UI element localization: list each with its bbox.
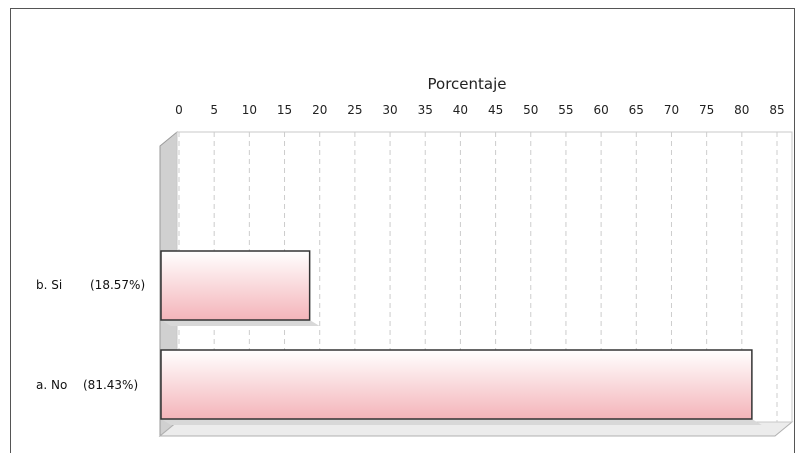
x-tick-65: 65 <box>629 103 644 117</box>
x-tick-30: 30 <box>382 103 397 117</box>
bar-shadow-1 <box>161 419 762 425</box>
x-tick-5: 5 <box>210 103 218 117</box>
category-name-a-no: a. No <box>36 378 67 392</box>
x-tick-20: 20 <box>312 103 327 117</box>
x-tick-55: 55 <box>558 103 573 117</box>
x-tick-80: 80 <box>734 103 749 117</box>
bar-b-si <box>160 250 311 321</box>
x-tick-labels: 0 5 10 15 20 25 30 35 40 45 50 55 60 65 70 75 80 85 <box>175 103 784 117</box>
bar-shadow-0 <box>161 320 320 326</box>
bar-a-no <box>160 349 753 420</box>
bars <box>160 250 762 425</box>
chart-frame <box>10 8 795 453</box>
category-label-b-si: b. Si (18.57%) <box>36 278 145 292</box>
x-tick-35: 35 <box>418 103 433 117</box>
x-tick-40: 40 <box>453 103 468 117</box>
category-percent-b-si: (18.57%) <box>90 278 145 292</box>
category-label-a-no: a. No (81.43%) <box>36 378 138 392</box>
x-tick-45: 45 <box>488 103 503 117</box>
x-tick-15: 15 <box>277 103 292 117</box>
category-name-b-si: b. Si <box>36 278 62 292</box>
x-tick-10: 10 <box>242 103 257 117</box>
x-tick-0: 0 <box>175 103 183 117</box>
category-percent-a-no: (81.43%) <box>83 378 138 392</box>
x-axis-title: Porcentaje <box>428 75 507 93</box>
x-tick-70: 70 <box>664 103 679 117</box>
x-tick-75: 75 <box>699 103 714 117</box>
x-tick-85: 85 <box>769 103 784 117</box>
x-tick-60: 60 <box>593 103 608 117</box>
x-tick-25: 25 <box>347 103 362 117</box>
x-tick-50: 50 <box>523 103 538 117</box>
